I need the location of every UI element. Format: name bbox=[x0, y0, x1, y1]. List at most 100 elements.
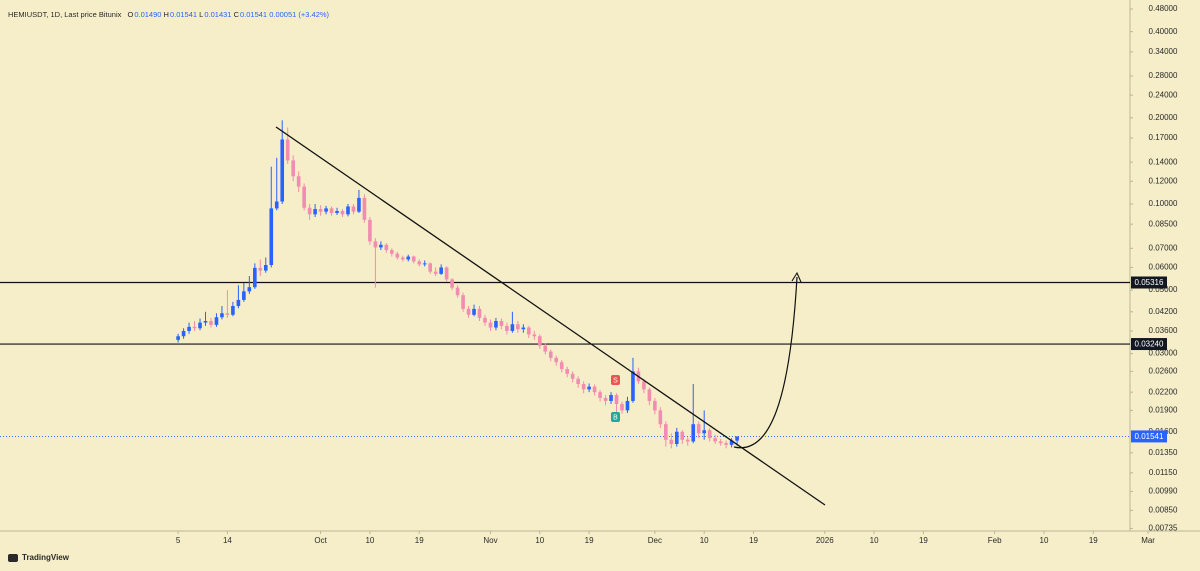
y-tick-label: 0.08500 bbox=[1149, 219, 1178, 228]
x-tick-label: Mar bbox=[1141, 536, 1155, 545]
candle-body bbox=[625, 400, 630, 411]
candle-body bbox=[702, 430, 707, 434]
ohlc-value: 0.01541 bbox=[169, 10, 198, 19]
candle-body bbox=[192, 326, 197, 329]
candle-body bbox=[340, 210, 345, 215]
symbol: HEMIUSDT, 1D, Last price Bitunix bbox=[8, 10, 122, 19]
candle-body bbox=[406, 256, 411, 260]
y-tick-label: 0.01150 bbox=[1149, 468, 1178, 477]
ohlc-key: L bbox=[199, 10, 204, 19]
x-tick-label: 14 bbox=[223, 536, 232, 545]
candle-body bbox=[642, 381, 646, 390]
candle-body bbox=[565, 369, 570, 374]
y-tick-label: 0.00735 bbox=[1149, 524, 1178, 533]
y-tick-label: 0.04200 bbox=[1149, 307, 1178, 316]
x-tick-label: 19 bbox=[919, 536, 928, 545]
candle-body bbox=[543, 345, 548, 352]
candle-body bbox=[439, 267, 443, 274]
y-tick-label: 0.05000 bbox=[1149, 285, 1178, 294]
x-tick-label: 10 bbox=[535, 536, 544, 545]
candle-body bbox=[368, 219, 372, 242]
y-tick-label: 0.14000 bbox=[1149, 157, 1178, 166]
y-tick-label: 0.40000 bbox=[1149, 27, 1178, 36]
candle-body bbox=[428, 263, 432, 272]
y-tick-label: 0.00990 bbox=[1149, 487, 1178, 496]
y-tick-label: 0.12000 bbox=[1149, 176, 1178, 185]
level-label-box bbox=[1131, 338, 1167, 351]
candle-body bbox=[455, 287, 460, 296]
candle-body bbox=[242, 291, 246, 300]
candle-body bbox=[362, 197, 367, 220]
candle-body bbox=[329, 208, 334, 213]
ohlc-value: 0.01541 bbox=[239, 10, 268, 19]
candle-body bbox=[554, 357, 559, 363]
last-price-box bbox=[1131, 430, 1167, 443]
y-tick-label: 0.24000 bbox=[1149, 90, 1178, 99]
candle-body bbox=[274, 201, 279, 209]
candle-body bbox=[466, 308, 471, 315]
candle-body bbox=[444, 267, 449, 280]
x-tick-label: 19 bbox=[415, 536, 424, 545]
y-tick-label: 0.03600 bbox=[1149, 326, 1178, 335]
candle-body bbox=[373, 241, 378, 248]
level-label-box bbox=[1131, 276, 1167, 289]
candle-body bbox=[598, 392, 602, 398]
candle-body bbox=[499, 321, 504, 326]
candle-body bbox=[236, 299, 241, 307]
sell-marker bbox=[611, 375, 620, 385]
candle-body bbox=[559, 362, 564, 370]
x-tick-label: 10 bbox=[1040, 536, 1049, 545]
candle-body bbox=[247, 287, 252, 292]
candle-body bbox=[510, 324, 515, 331]
y-tick-label: 0.17000 bbox=[1149, 133, 1178, 142]
candle-body bbox=[280, 139, 285, 202]
candle-body bbox=[548, 351, 553, 358]
candle-body bbox=[664, 424, 668, 440]
x-tick-label: 5 bbox=[176, 536, 181, 545]
candle-body bbox=[209, 321, 213, 325]
y-tick-label: 0.02200 bbox=[1149, 387, 1178, 396]
candle-body bbox=[324, 208, 328, 212]
candle-body bbox=[318, 209, 323, 212]
candle-body bbox=[532, 334, 537, 337]
x-tick-label: 10 bbox=[365, 536, 374, 545]
candle-body bbox=[658, 410, 663, 425]
candle-body bbox=[198, 322, 202, 329]
trend-line bbox=[275, 126, 826, 506]
x-tick-label: 19 bbox=[1089, 536, 1098, 545]
candle-body bbox=[505, 325, 509, 331]
candle-body bbox=[258, 267, 263, 271]
ohlc-key: H bbox=[163, 10, 169, 19]
x-tick-label: 10 bbox=[700, 536, 709, 545]
ohlc-key: O bbox=[127, 10, 134, 19]
candle-body bbox=[253, 267, 257, 288]
level-label: 0.05316 bbox=[1135, 278, 1164, 287]
candle-body bbox=[302, 186, 306, 208]
candle-body bbox=[285, 139, 290, 161]
candle-body bbox=[269, 208, 274, 265]
y-tick-label: 0.07000 bbox=[1149, 243, 1178, 252]
y-tick-label: 0.10000 bbox=[1149, 199, 1178, 208]
candle-body bbox=[729, 440, 734, 445]
y-tick-label: 0.00850 bbox=[1149, 505, 1178, 514]
candle-body bbox=[357, 197, 361, 212]
y-tick-label: 0.01350 bbox=[1149, 448, 1178, 457]
candle-body bbox=[603, 397, 608, 401]
candle-body bbox=[400, 257, 405, 260]
candle-body bbox=[631, 371, 635, 401]
candle-body bbox=[450, 279, 454, 288]
candle-body bbox=[587, 386, 591, 390]
candle-body bbox=[384, 244, 389, 251]
candle-body bbox=[214, 317, 219, 325]
candle-body bbox=[335, 210, 339, 213]
candle-body bbox=[685, 439, 690, 442]
candle-body bbox=[581, 383, 586, 390]
candle-body bbox=[680, 431, 685, 440]
watermark-text: TradingView bbox=[22, 553, 69, 562]
candle-body bbox=[176, 336, 180, 340]
projection-arrow bbox=[733, 276, 798, 449]
watermark: TradingView bbox=[8, 553, 69, 562]
candle-body bbox=[592, 386, 597, 393]
y-tick-label: 0.20000 bbox=[1149, 113, 1178, 122]
